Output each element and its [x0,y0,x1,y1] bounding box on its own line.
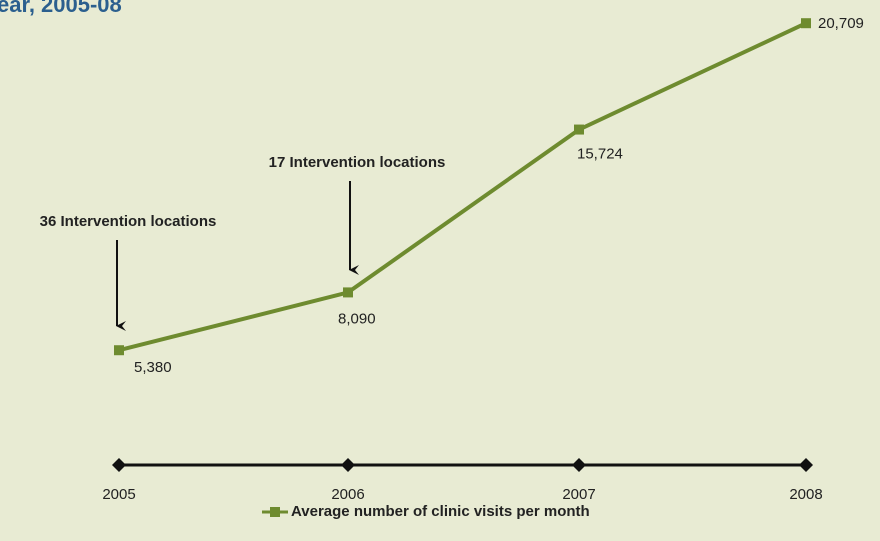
legend-label: Average number of clinic visits per mont… [291,503,590,520]
chart-title: ear, 2005-08 [0,0,122,17]
annotation: 36 Intervention locations [40,213,217,230]
x-tick-diamond [572,458,586,472]
legend: Average number of clinic visits per mont… [262,503,590,520]
data-point [114,345,124,356]
x-tick-diamond [112,458,126,472]
series-line [118,21,807,353]
x-tick-label: 2005 [102,486,135,503]
x-tick-label: 2007 [562,486,595,503]
x-tick-label: 2008 [789,486,822,503]
x-tick-diamond [799,458,813,472]
data-point [574,124,584,135]
data-label: 8,090 [338,310,376,327]
data-point [801,18,811,29]
legend-marker [270,507,280,517]
data-label: 20,709 [818,15,864,32]
data-point [343,287,353,298]
data-label: 15,724 [577,146,623,163]
annotation: 17 Intervention locations [269,154,446,171]
data-label: 5,380 [134,359,172,376]
x-tick-diamond [341,458,355,472]
x-tick-label: 2006 [331,486,364,503]
